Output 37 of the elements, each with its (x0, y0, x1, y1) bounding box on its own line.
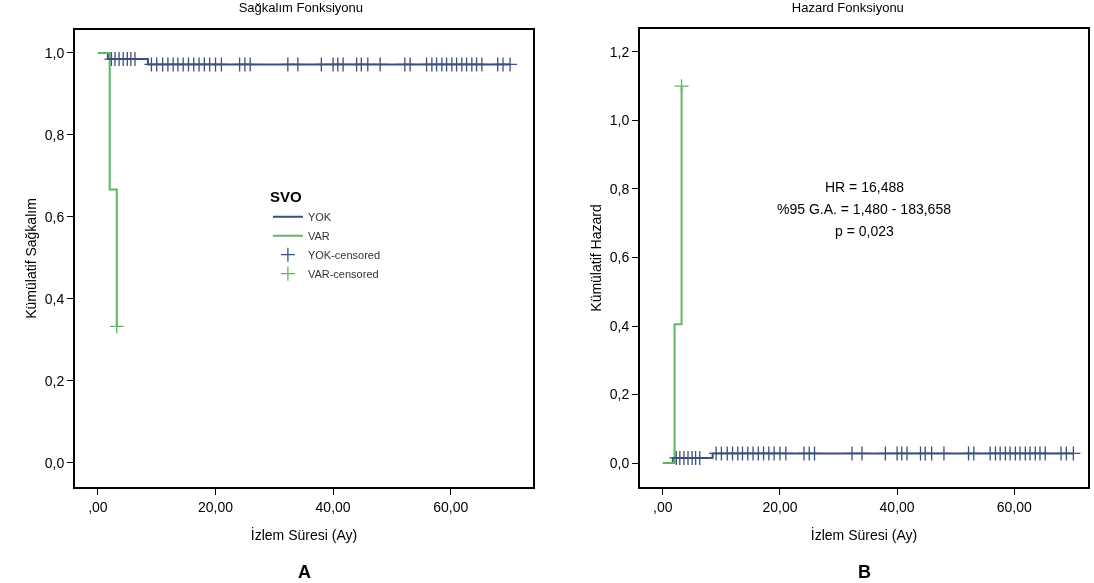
x-tick-label: 40,00 (315, 498, 351, 515)
x-tick-label: ,00 (88, 498, 108, 515)
x-tick-label: 60,00 (996, 498, 1032, 515)
chart-title: Sağkalım Fonksiyonu (238, 0, 363, 16)
y-tick-label: 0,6 (609, 249, 630, 266)
legend-label: VAR-censored (307, 267, 379, 280)
x-tick-label: 20,00 (198, 498, 234, 515)
y-tick-label: 0,4 (44, 290, 65, 307)
y-tick-label: 1,0 (44, 44, 65, 61)
legend-label: YOK-censored (307, 248, 381, 261)
chart-title: Hazard Fonksiyonu (791, 0, 904, 16)
x-tick-label: 20,00 (762, 498, 798, 515)
y-tick-label: 0,2 (609, 386, 630, 403)
x-axis-title: İzlem Süresi (Ay) (810, 526, 918, 543)
text: B (858, 562, 871, 582)
annotation: %95 G.A. = 1,480 - 183,658 (777, 201, 952, 217)
y-tick-label: 1,2 (609, 43, 630, 60)
x-tick-label: 40,00 (879, 498, 915, 515)
x-tick-label: 60,00 (433, 498, 469, 515)
annotation: p = 0,023 (835, 223, 894, 239)
y-tick-label: 0,4 (609, 317, 630, 334)
y-axis-title: Kümülatif Sağkalım (23, 198, 39, 319)
text: A (298, 562, 311, 582)
legend-label: VAR (307, 229, 330, 242)
x-tick-label: ,00 (653, 498, 673, 515)
annotation: HR = 16,488 (825, 179, 905, 195)
y-tick-label: 0,0 (44, 454, 65, 471)
y-tick-label: 0,6 (44, 208, 65, 225)
y-tick-label: 0,0 (609, 454, 630, 471)
y-axis-title: Kümülatif Hazard (588, 204, 604, 312)
y-tick-label: 0,8 (609, 180, 630, 197)
y-tick-label: 0,2 (44, 372, 65, 389)
y-tick-label: 0,8 (44, 126, 65, 143)
y-tick-label: 1,0 (609, 112, 630, 129)
x-axis-title: İzlem Süresi (Ay) (250, 526, 358, 543)
legend-title: SVO (269, 188, 302, 206)
legend-label: YOK (307, 210, 332, 223)
